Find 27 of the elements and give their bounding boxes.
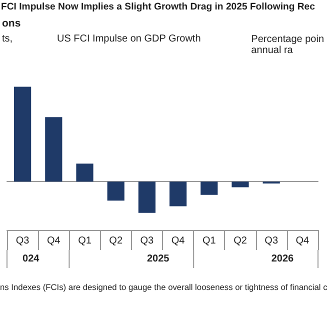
- text: ns Indexes (FCIs) are designed to gauge the overall looseness or tightness of financial c: [0, 282, 328, 292]
- bar: [107, 182, 124, 201]
- x-tick-label: Q3: [16, 236, 30, 246]
- bar: [138, 182, 156, 213]
- x-tick-label: Q2: [234, 236, 248, 246]
- chart-subtitle: ons: [2, 18, 21, 30]
- text: US FCI Impulse on GDP Growth: [57, 34, 201, 44]
- x-tick-label: Q3: [140, 236, 154, 246]
- bar: [170, 182, 187, 206]
- x-tick-label: Q4: [46, 236, 61, 246]
- y2-axis-title: Percentage poin annual ra: [251, 34, 324, 56]
- text: 2026: [271, 254, 294, 264]
- x-tick-label: Q1: [78, 236, 92, 246]
- bar: [232, 182, 249, 188]
- bar: [200, 182, 218, 195]
- x-tick-label: Q4: [296, 236, 310, 246]
- bar: [14, 86, 32, 182]
- y-axis-title: ts,: [2, 34, 13, 44]
- x-tick-label: Q4: [171, 236, 186, 246]
- x-tick-label: Q2: [109, 236, 123, 246]
- bar: [45, 117, 62, 182]
- x-tick-label: Q3: [264, 236, 278, 246]
- text: 024: [22, 254, 40, 264]
- bar: [76, 164, 94, 182]
- x-tick-label: Q1: [202, 236, 216, 246]
- text: 2025: [146, 254, 170, 264]
- chart-title: FCI Impulse Now Implies a Slight Growth Drag in 2025 Following Rec: [1, 2, 316, 12]
